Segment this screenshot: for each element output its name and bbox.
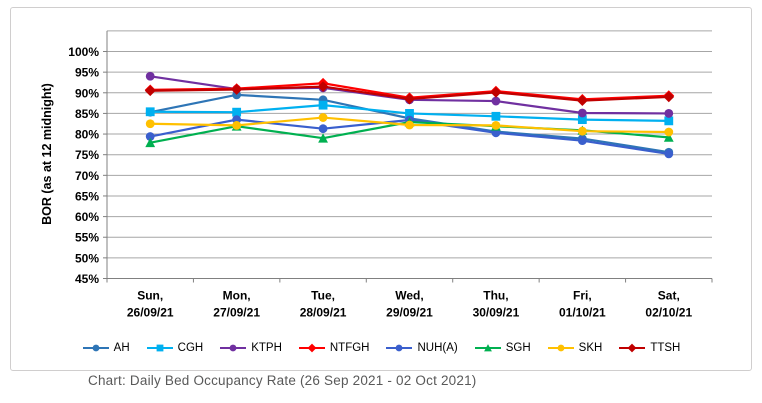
series-marker-KTPH-5: [577, 108, 587, 118]
x-category-date: 02/10/21: [645, 306, 692, 320]
x-category-date: 26/09/21: [127, 306, 174, 320]
legend-label-CGH: CGH: [177, 342, 204, 354]
legend-label-AH: AH: [113, 342, 130, 354]
legend-marker-NUH(A): [386, 344, 413, 352]
caption: Chart: Daily Bed Occupancy Rate (26 Sep …: [88, 373, 477, 388]
y-tick-label: 45%: [75, 272, 99, 286]
x-category-day: Fri,: [573, 289, 592, 303]
legend-label-SKH: SKH: [578, 342, 603, 354]
series-marker-TTSH-6: [663, 91, 675, 103]
legend-label-NUH(A): NUH(A): [417, 342, 458, 354]
y-tick-label: 90%: [75, 86, 99, 100]
series-marker-KTPH-4: [491, 96, 501, 106]
series-marker-SGH-0: [145, 137, 156, 148]
series-marker-TTSH-5: [576, 95, 588, 107]
legend-item-TTSH: TTSH: [618, 342, 680, 354]
y-tick-label: 50%: [75, 251, 99, 265]
legend-marker-KTPH: [220, 344, 247, 352]
legend-marker-SGH: [474, 344, 501, 352]
series-marker-TTSH-0: [144, 85, 156, 97]
series-marker-KTPH-0: [145, 71, 155, 81]
legend-marker-AH: [82, 344, 109, 352]
x-category-day: Wed,: [395, 289, 423, 303]
series-marker-CGH-2: [318, 100, 328, 110]
legend-glyph-CGH: [156, 344, 164, 352]
x-category-day: Mon,: [223, 289, 251, 303]
series-marker-NUH(A)-5: [577, 136, 587, 146]
chart-border: [10, 7, 752, 371]
series-marker-SKH-1: [232, 120, 242, 130]
series-marker-SKH-0: [145, 119, 155, 129]
x-category-day: Tue,: [311, 289, 335, 303]
series-marker-SKH-4: [491, 120, 501, 130]
series-marker-KTPH-6: [664, 109, 674, 118]
legend-glyph-SKH: [557, 344, 565, 352]
y-tick-label: 55%: [75, 231, 99, 245]
legend-item-NTFGH: NTFGH: [298, 342, 370, 354]
series-marker-SGH-6: [663, 132, 674, 142]
x-category-date: 29/09/21: [386, 306, 433, 320]
series-marker-CGH-0: [145, 107, 155, 117]
legend-item-NUH(A): NUH(A): [385, 342, 458, 354]
series-marker-TTSH-3: [404, 93, 415, 105]
legend-label-KTPH: KTPH: [251, 342, 282, 354]
legend-label-TTSH: TTSH: [650, 342, 681, 354]
series-marker-NUH(A)-4: [491, 128, 501, 138]
y-tick-label: 70%: [75, 169, 99, 183]
x-category-date: 01/10/21: [559, 306, 606, 320]
series-marker-SKH-6: [664, 127, 674, 137]
series-marker-CGH-4: [491, 111, 501, 121]
x-category-date: 30/09/21: [473, 306, 520, 320]
legend-item-SKH: SKH: [547, 342, 603, 354]
x-category-day: Sun,: [137, 289, 163, 303]
series-marker-TTSH-2: [317, 81, 329, 92]
legend: AH CGH KTPH NTFGH NUH(A) SGH SKH TTSH: [0, 339, 762, 357]
y-tick-label: 60%: [75, 210, 99, 224]
x-category-date: 27/09/21: [213, 306, 260, 320]
legend-glyph-SGH: [483, 344, 492, 352]
series-marker-SKH-2: [318, 113, 328, 122]
series-marker-CGH-3: [405, 109, 414, 118]
legend-marker-TTSH: [619, 343, 646, 353]
series-marker-CGH-6: [664, 116, 674, 126]
series-marker-NUH(A)-6: [664, 149, 674, 159]
legend-marker-SKH: [547, 344, 574, 352]
series-marker-NUH(A)-0: [145, 132, 155, 141]
y-tick-label: 85%: [75, 107, 99, 121]
series-marker-TTSH-4: [490, 86, 502, 98]
series-marker-NUH(A)-2: [318, 124, 328, 134]
legend-glyph-NTFGH: [307, 343, 317, 353]
series-marker-SKH-5: [577, 126, 587, 136]
series-marker-CGH-5: [577, 115, 587, 125]
legend-item-AH: AH: [82, 342, 130, 354]
x-category-day: Thu,: [483, 289, 508, 303]
legend-marker-NTFGH: [298, 343, 325, 353]
series-marker-SKH-3: [405, 120, 414, 130]
legend-glyph-KTPH: [229, 344, 237, 352]
legend-item-CGH: CGH: [146, 342, 204, 354]
x-category-day: Sat,: [658, 289, 680, 303]
series-marker-SGH-2: [318, 133, 328, 143]
x-category-date: 28/09/21: [300, 306, 347, 320]
legend-glyph-NUH(A): [396, 344, 403, 352]
legend-marker-CGH: [146, 344, 173, 352]
legend-item-SGH: SGH: [474, 342, 531, 354]
legend-label-NTFGH: NTFGH: [329, 342, 370, 354]
y-tick-label: 100%: [68, 45, 99, 59]
y-tick-label: 75%: [75, 148, 99, 162]
y-tick-label: 80%: [75, 128, 99, 142]
legend-item-KTPH: KTPH: [219, 342, 282, 354]
series-marker-TTSH-1: [231, 84, 243, 95]
series-marker-CGH-1: [232, 107, 242, 117]
y-tick-label: 95%: [75, 66, 99, 80]
legend-glyph-AH: [92, 344, 100, 352]
legend-glyph-TTSH: [627, 343, 637, 353]
legend-label-SGH: SGH: [505, 342, 531, 354]
y-tick-label: 65%: [75, 189, 99, 203]
